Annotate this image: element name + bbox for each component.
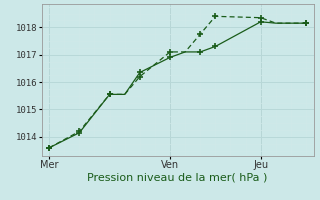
X-axis label: Pression niveau de la mer( hPa ): Pression niveau de la mer( hPa ): [87, 173, 268, 183]
